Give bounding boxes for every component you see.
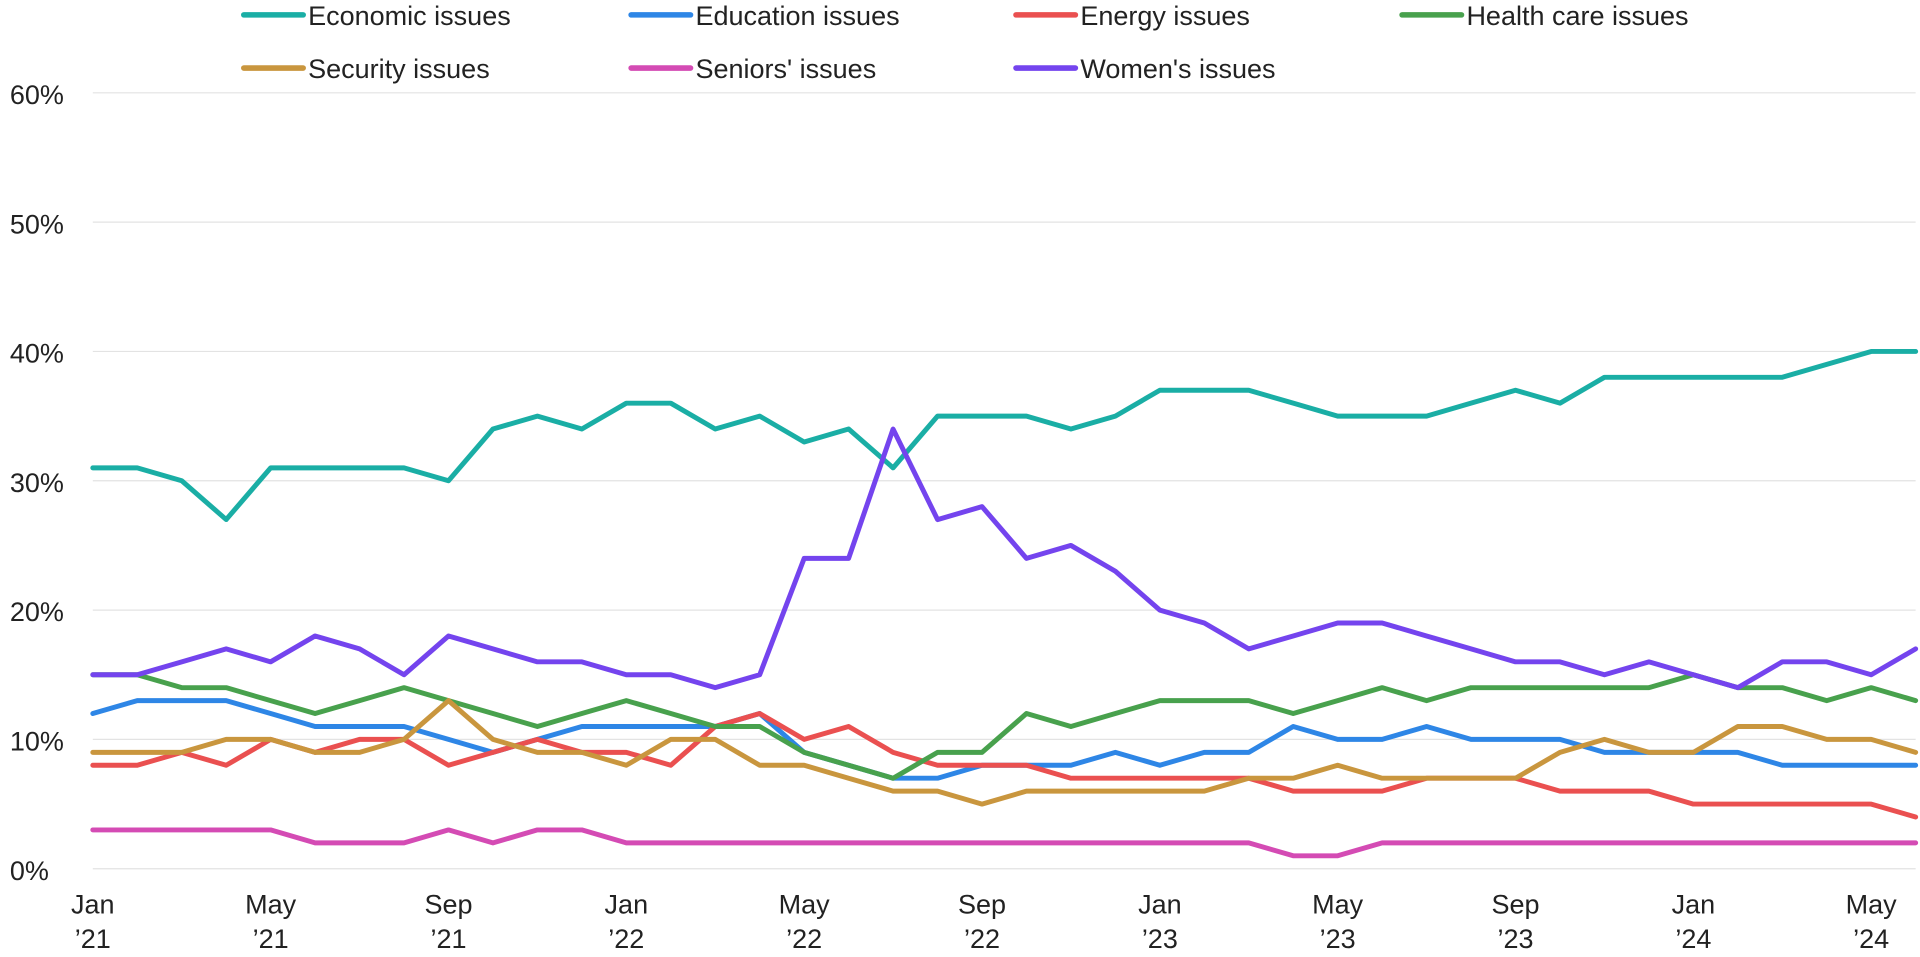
legend-label: Seniors' issues <box>695 54 876 84</box>
series-seniors-issues <box>90 827 1919 859</box>
x-tick-year-label: ’24 <box>1675 924 1711 954</box>
legend-item: Economic issues <box>241 1 511 31</box>
x-tick-month-label: May <box>779 889 831 919</box>
series-women-s-issues <box>90 426 1919 691</box>
legend: Economic issues Education issues Energy is… <box>241 1 1689 84</box>
y-tick-label: 40% <box>10 339 64 369</box>
x-tick-month-label: Jan <box>1672 889 1716 919</box>
x-tick-year-label: ’21 <box>253 924 289 954</box>
legend-item: Women's issues <box>1013 54 1276 84</box>
x-tick-year-label: ’22 <box>786 924 822 954</box>
legend-item: Energy issues <box>1013 1 1250 31</box>
legend-label: Education issues <box>695 1 899 31</box>
x-tick-month-label: Jan <box>605 889 649 919</box>
x-axis: Jan ’21 May ’21 Sep ’21 Jan ’22 May ’22 Sep ’22 Jan ’… <box>71 889 1897 954</box>
y-tick-label: 20% <box>10 597 64 627</box>
series-line <box>90 711 1919 820</box>
x-tick-year-label: ’24 <box>1853 924 1889 954</box>
y-axis: 0% 10% 20% 30% 40% 50% 60% <box>10 80 64 886</box>
x-tick-month-label: May <box>1846 889 1898 919</box>
y-tick-label: 60% <box>10 80 64 110</box>
legend-label: Economic issues <box>308 1 511 31</box>
gridlines <box>92 92 1916 870</box>
legend-label: Women's issues <box>1080 54 1275 84</box>
series-economic-issues <box>90 348 1919 523</box>
x-tick-month-label: May <box>245 889 297 919</box>
y-tick-label: 30% <box>10 468 64 498</box>
series-line <box>90 827 1919 859</box>
series-line <box>90 426 1919 691</box>
y-tick-label: 50% <box>10 209 64 239</box>
legend-label: Security issues <box>308 54 490 84</box>
series-security-issues <box>90 698 1919 807</box>
series-energy-issues <box>90 711 1919 820</box>
x-tick-year-label: ’23 <box>1497 924 1533 954</box>
x-tick-year-label: ’23 <box>1142 924 1178 954</box>
y-tick-label: 0% <box>10 856 49 886</box>
x-tick-month-label: Sep <box>1491 889 1539 919</box>
legend-item: Education issues <box>628 1 900 31</box>
legend-label: Energy issues <box>1080 1 1250 31</box>
series-line <box>90 698 1919 807</box>
x-tick-month-label: Jan <box>1138 889 1182 919</box>
series-line <box>90 348 1919 523</box>
x-tick-year-label: ’22 <box>608 924 644 954</box>
x-tick-year-label: ’21 <box>75 924 111 954</box>
legend-item: Health care issues <box>1399 1 1689 31</box>
series-lines <box>90 348 1919 859</box>
x-tick-year-label: ’23 <box>1320 924 1356 954</box>
series-line <box>90 672 1919 781</box>
series-health-care-issues <box>90 672 1919 781</box>
y-tick-label: 10% <box>10 727 64 757</box>
legend-item: Security issues <box>241 54 490 84</box>
legend-item: Seniors' issues <box>628 54 876 84</box>
x-tick-month-label: Sep <box>424 889 472 919</box>
x-tick-month-label: Sep <box>958 889 1006 919</box>
x-tick-month-label: May <box>1312 889 1364 919</box>
x-tick-year-label: ’22 <box>964 924 1000 954</box>
x-tick-month-label: Jan <box>71 889 115 919</box>
legend-label: Health care issues <box>1466 1 1688 31</box>
x-tick-year-label: ’21 <box>430 924 466 954</box>
